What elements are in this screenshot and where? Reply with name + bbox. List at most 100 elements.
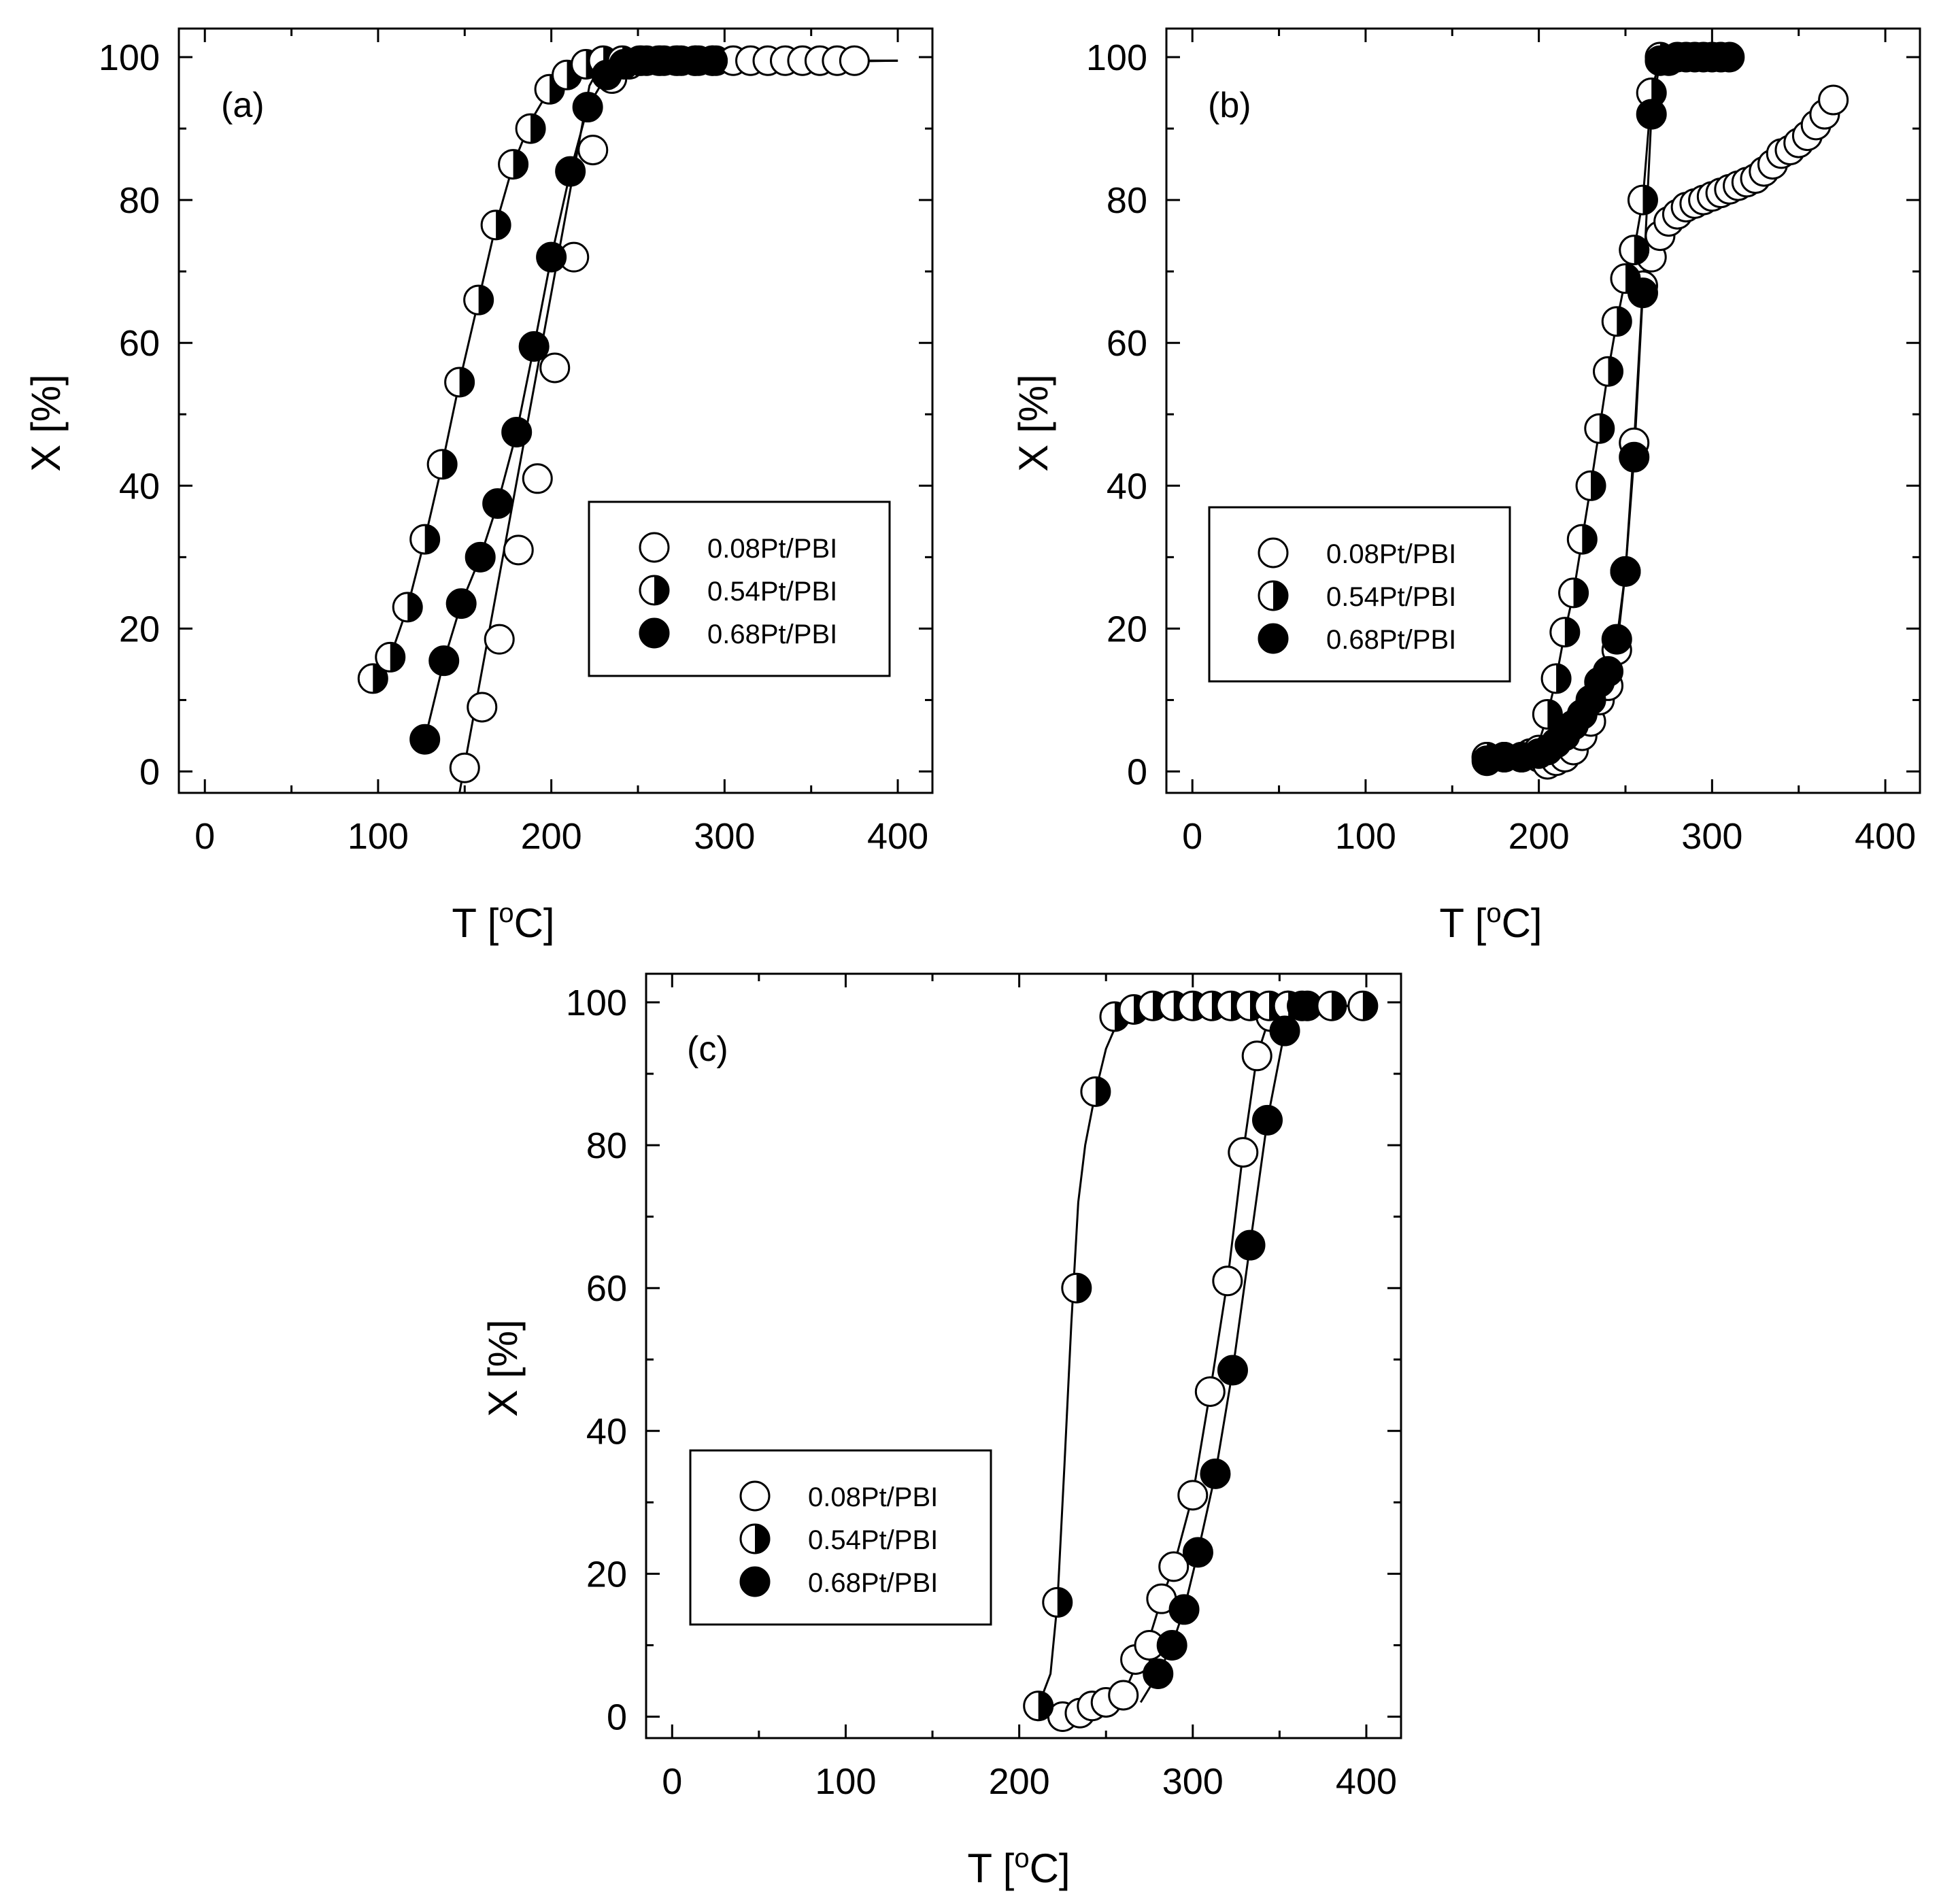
panel-a-markers (357, 45, 870, 783)
panel-c-series-2-point (1168, 1594, 1200, 1625)
panel-c-series-0-point (1177, 1480, 1209, 1511)
panel-a-series-2-point (501, 417, 533, 448)
panel-c-legend-label-2: 0.68Pt/PBI (808, 1568, 938, 1598)
panel-a-xtick-label: 100 (348, 816, 409, 857)
panel-a-xtick-label: 400 (867, 816, 928, 857)
panel-c-ytick-label: 80 (586, 1125, 627, 1166)
panel-b-fit-curve-1 (1529, 56, 1662, 755)
panel-a-label: (a) (221, 86, 265, 125)
panel-c-legend: 0.08Pt/PBI 0.54Pt/PBI 0.68Pt/PBI (689, 1449, 992, 1626)
panel-c-markers (1023, 990, 1379, 1732)
panel-b-series-2-point (1619, 441, 1650, 473)
panel-c-ytick-label: 100 (566, 983, 627, 1023)
panel-b-legend: 0.08Pt/PBI 0.54Pt/PBI 0.68Pt/PBI (1208, 506, 1511, 683)
panel-b-series-1-point (1566, 524, 1598, 555)
panel-c-legend-symbol-1 (739, 1523, 771, 1554)
panel-b-series-2-point (1610, 556, 1641, 587)
panel-c-xtick-label: 200 (989, 1761, 1050, 1802)
panel-c-label: (c) (687, 1030, 728, 1069)
panel-a-series-1-point (480, 209, 511, 241)
panel-b-legend-symbol-1 (1258, 580, 1289, 611)
panel-a-series-0-point (449, 752, 480, 783)
panel-c-series-1-point (1316, 990, 1347, 1021)
panel-a-legend-symbol-0 (639, 532, 670, 563)
panel-a-legend-label-1: 0.54Pt/PBI (707, 577, 837, 607)
panel-b-plot-frame (1165, 27, 1921, 794)
panel-a-series-1-point (375, 641, 406, 673)
panel-b-legend-box (1208, 506, 1511, 683)
panel-c-ylabel: X [%] (480, 1319, 526, 1416)
panel-b-markers (1471, 41, 1849, 780)
panel-a-series-0-point (839, 45, 870, 76)
panel-b-series-1-point (1593, 356, 1624, 387)
panel-a-xtick-label: 0 (195, 816, 215, 857)
panel-c-xtick-label: 0 (662, 1761, 682, 1802)
panel-b-series-0-point (1818, 84, 1849, 116)
panel-c-series-0-point (1194, 1376, 1226, 1408)
panel-a-series-1-point (515, 113, 546, 144)
panel-b-series-2-point (1636, 99, 1667, 130)
panel-a-series-2-point (465, 541, 496, 573)
panel-a-series-2-point (409, 724, 441, 755)
panel-c-series-0-point (1228, 1137, 1259, 1168)
panel-b-series-2-point (1601, 624, 1632, 655)
panel-c-series-2-point (1287, 990, 1318, 1021)
panel-b-xtick-label: 300 (1681, 816, 1742, 857)
panel-b-xtick-label: 400 (1855, 816, 1916, 857)
panel-a-legend-symbol-2 (639, 617, 670, 649)
panel-b-legend-label-0: 0.08Pt/PBI (1326, 539, 1456, 569)
panel-c-legend-marker-1 (739, 1523, 771, 1554)
panel-c-series-0-point (1158, 1551, 1190, 1582)
panel-c-legend-marker-2 (739, 1566, 771, 1597)
panel-c-legend-label-1: 0.54Pt/PBI (808, 1525, 938, 1555)
panel-a-series-2-point (482, 488, 513, 520)
panel-b-legend-symbol-0 (1258, 537, 1289, 568)
panel-b-ytick-label: 80 (1107, 180, 1147, 221)
panel-a-series-1-point (426, 449, 458, 480)
panel-c-series-2-point (1234, 1229, 1266, 1261)
panel-b-ylabel: X [%] (1011, 374, 1056, 471)
panel-c-series-1-point (1023, 1690, 1054, 1722)
panel-c-xtick-label: 100 (815, 1761, 876, 1802)
panel-c-ytick-label: 0 (607, 1697, 627, 1737)
panel-b-ytick-label: 40 (1107, 466, 1147, 507)
panel-b-legend-symbol-2 (1258, 623, 1289, 654)
panel-b-series-1-point (1627, 184, 1658, 216)
panel-c-series-2-point (1182, 1537, 1213, 1568)
panel-c-series-2-point (1156, 1629, 1187, 1661)
panel-b-xtick-label: 0 (1182, 816, 1202, 857)
panel-a-legend-marker-1 (639, 575, 670, 606)
panel-a-ytick-label: 80 (119, 180, 160, 221)
panel-c-legend-label-0: 0.08Pt/PBI (808, 1482, 938, 1512)
panel-b-series-2-point (1714, 41, 1745, 73)
panel-b-xtick-label: 200 (1508, 816, 1570, 857)
panel-a-series-2-point (445, 588, 477, 619)
panel-c-series-2-point (1143, 1658, 1174, 1689)
panel-c-series-2-point (1269, 1015, 1300, 1047)
panel-c-series-0-point (1241, 1040, 1272, 1072)
panel-a-series-1-point (444, 367, 475, 398)
panel-c-series-0-point (1108, 1680, 1139, 1711)
panel-b-series-1-point (1549, 617, 1581, 648)
panel-a-series-1-point (409, 524, 441, 555)
panel-c-series-2-point (1252, 1104, 1283, 1136)
panel-b-series-1-point (1575, 470, 1606, 501)
panel-b-legend-marker-2 (1258, 623, 1289, 654)
panel-b-ytick-label: 60 (1107, 323, 1147, 364)
panel-b-legend-marker-1 (1258, 580, 1289, 611)
panel-b-series-2-point (1593, 656, 1624, 687)
panel-a-series-2-point (697, 45, 728, 76)
panel-a-series-1-point (463, 284, 494, 316)
panel-b-ytick-label: 20 (1107, 609, 1147, 649)
panel-b-legend-label-2: 0.68Pt/PBI (1326, 625, 1456, 655)
panel-a-legend-label-2: 0.68Pt/PBI (707, 619, 837, 649)
panel-a-series-2-point (555, 156, 586, 187)
panel-c-legend-symbol-0 (739, 1480, 771, 1512)
panel-a-series-0-point (539, 352, 571, 384)
panel-c-series-2-point (1217, 1355, 1248, 1386)
panel-a-ytick-label: 100 (99, 37, 160, 78)
panel-a-legend-marker-2 (639, 617, 670, 649)
panel-b-ytick-label: 100 (1086, 37, 1147, 78)
